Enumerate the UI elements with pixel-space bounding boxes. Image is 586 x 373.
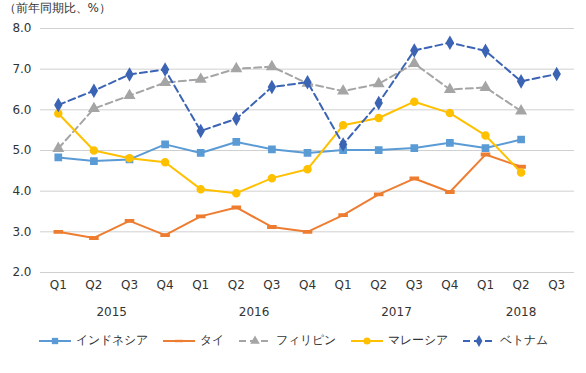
svg-text:Q3: Q3 (263, 278, 280, 292)
svg-text:2.0: 2.0 (12, 265, 31, 279)
svg-text:Q1: Q1 (477, 278, 494, 292)
svg-text:4.0: 4.0 (12, 184, 31, 198)
html-text:マレーシア: マレーシア (388, 333, 448, 347)
svg-text:2018: 2018 (506, 305, 537, 319)
svg-text:2017: 2017 (381, 305, 412, 319)
svg-text:Q2: Q2 (85, 278, 102, 292)
svg-text:Q4: Q4 (441, 278, 458, 292)
svg-text:Q3: Q3 (121, 278, 138, 292)
svg-text:Q4: Q4 (157, 278, 174, 292)
svg-text:3.0: 3.0 (12, 225, 31, 239)
svg-text:5.0: 5.0 (12, 143, 31, 157)
html-text:インドネシア: インドネシア (76, 333, 148, 347)
html-text:ベトナム: ベトナム (500, 333, 548, 347)
svg-text:7.0: 7.0 (12, 62, 31, 76)
svg-text:Q2: Q2 (228, 278, 245, 292)
svg-text:Q3: Q3 (548, 278, 565, 292)
svg-text:Q3: Q3 (406, 278, 423, 292)
svg-text:6.0: 6.0 (12, 103, 31, 117)
svg-text:2016: 2016 (239, 305, 270, 319)
svg-text:Q1: Q1 (335, 278, 352, 292)
svg-text:Q1: Q1 (50, 278, 67, 292)
svg-text:（前年同期比、%）: （前年同期比、%） (4, 1, 111, 15)
html-text:フィリピン: フィリピン (276, 333, 336, 347)
svg-text:Q2: Q2 (370, 278, 387, 292)
svg-text:Q2: Q2 (513, 278, 530, 292)
svg-text:8.0: 8.0 (12, 21, 31, 35)
svg-text:Q1: Q1 (192, 278, 209, 292)
html-text:タイ: タイ (200, 333, 224, 347)
svg-text:Q4: Q4 (299, 278, 316, 292)
svg-text:2015: 2015 (96, 305, 127, 319)
